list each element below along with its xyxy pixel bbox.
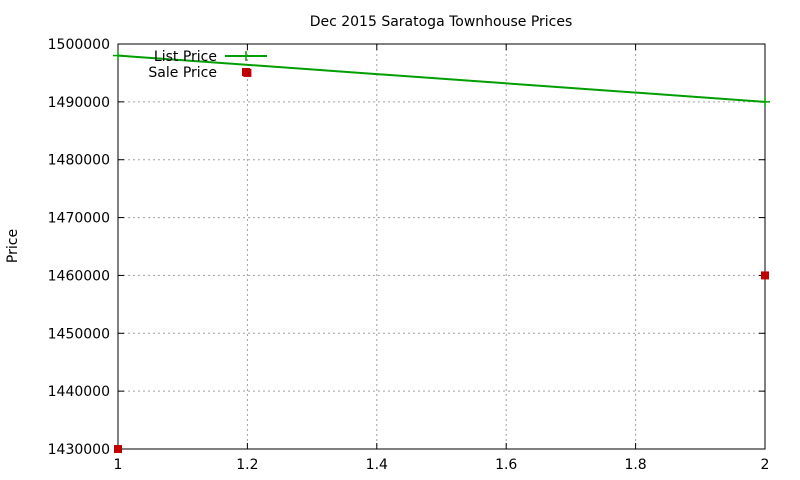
series-line xyxy=(117,54,766,103)
legend-label: Sale Price xyxy=(148,65,217,81)
x-tick-label: 1.2 xyxy=(236,457,258,473)
y-axis-label: Price xyxy=(5,229,21,263)
legend-label: List Price xyxy=(154,49,217,65)
y-tick-label: 1490000 xyxy=(48,95,110,111)
chart-title: Dec 2015 Saratoga Townhouse Prices xyxy=(310,14,573,30)
grid xyxy=(117,43,766,450)
axis-ticks: 1 1.2 1.4 1.6 1.8 2 1430000 1440000 1450000 14600… xyxy=(48,37,770,473)
x-tick-label: 1.6 xyxy=(495,457,517,473)
data-point xyxy=(114,445,122,453)
series xyxy=(113,50,770,453)
y-tick-label: 1480000 xyxy=(48,153,110,169)
series-sale-price xyxy=(114,68,769,453)
y-tick-label: 1430000 xyxy=(48,442,110,458)
y-tick-label: 1450000 xyxy=(48,326,110,342)
y-tick-label: 1470000 xyxy=(48,211,110,227)
series-list-price xyxy=(113,50,770,107)
x-tick-label: 1.8 xyxy=(624,457,646,473)
x-tick-label: 1.4 xyxy=(366,457,388,473)
legend-swatch xyxy=(242,68,250,76)
y-tick-label: 1500000 xyxy=(48,37,110,53)
y-tick-label: 1460000 xyxy=(48,268,110,284)
x-tick-label: 2 xyxy=(761,457,770,473)
data-point xyxy=(761,271,769,280)
plot-frame xyxy=(117,43,766,450)
y-tick-label: 1440000 xyxy=(48,384,110,400)
x-tick-label: 1 xyxy=(114,457,123,473)
